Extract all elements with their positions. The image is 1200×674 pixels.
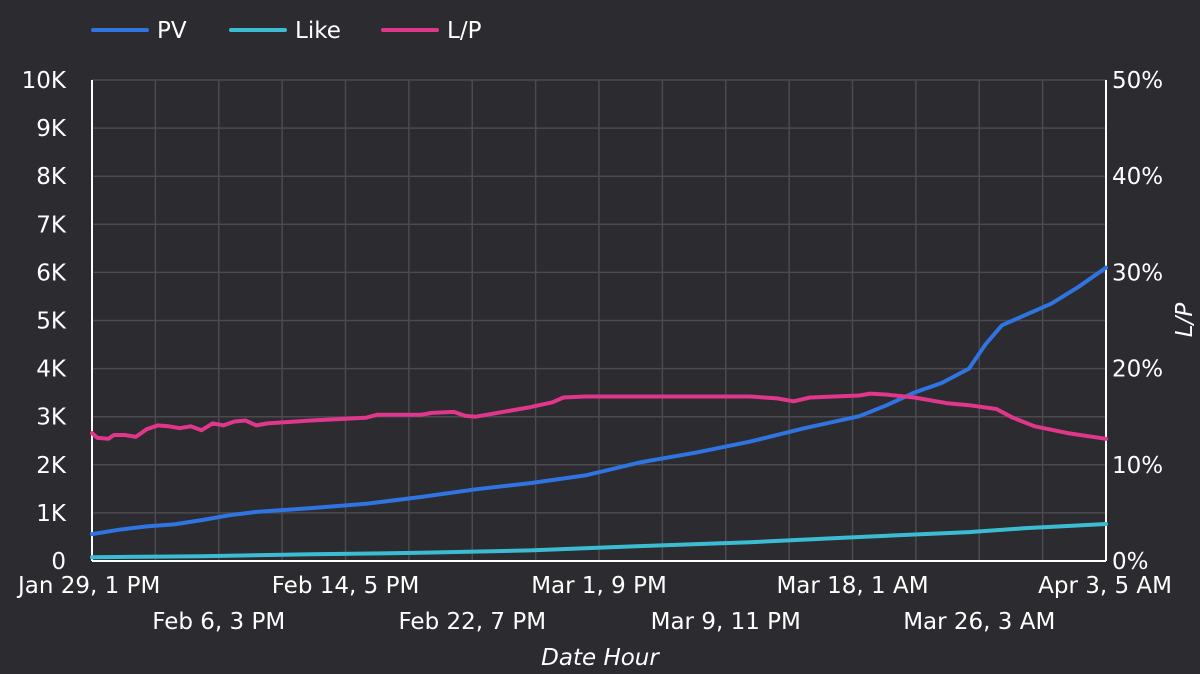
y-left-tick-label: 8K <box>36 164 67 190</box>
legend-label-like: Like <box>295 18 341 44</box>
y-left-tick-label: 0 <box>51 549 66 575</box>
y-left-tick-label: 4K <box>36 357 67 383</box>
x-tick-label: Jan 29, 1 PM <box>16 573 160 599</box>
legend: PV Like L/P <box>91 18 482 44</box>
x-tick-label: Mar 1, 9 PM <box>531 573 667 599</box>
grid-lines <box>92 79 1106 561</box>
series-line-pv <box>90 265 1108 537</box>
axes <box>91 80 1107 562</box>
y-right-tick-label: 0% <box>1112 549 1149 575</box>
x-tick-label: Mar 18, 1 AM <box>776 573 928 599</box>
y-left-tick-label: 5K <box>36 309 67 335</box>
y-right-tick-label: 40% <box>1112 164 1163 190</box>
y-right-tick-label: 30% <box>1112 260 1163 286</box>
legend-item-pv[interactable]: PV <box>91 18 187 44</box>
legend-label-pv: PV <box>157 18 187 44</box>
x-tick-label: Feb 6, 3 PM <box>152 609 285 635</box>
series-lines <box>90 265 1108 560</box>
y-right-tick-label: 10% <box>1112 453 1163 479</box>
legend-label-lp: L/P <box>447 18 482 44</box>
x-axis-title: Date Hour <box>541 645 660 671</box>
y-left-tick-label: 1K <box>36 501 67 527</box>
y-left-tick-label: 6K <box>36 260 67 286</box>
legend-item-like[interactable]: Like <box>229 18 341 44</box>
y-left-tick-label: 7K <box>36 212 67 238</box>
y-right-tick-label: 20% <box>1112 357 1163 383</box>
legend-item-lp[interactable]: L/P <box>381 18 482 44</box>
series-line-like <box>90 522 1108 560</box>
y-axis-right-title: L/P <box>1172 303 1198 338</box>
x-tick-label: Mar 9, 11 PM <box>651 609 801 635</box>
tick-labels: 0 1K 2K 3K 4K 5K 6K 7K 8K 9K 10K 0% 10% 20% 30% 40% 50% J… <box>16 68 1172 635</box>
x-tick-label: Feb 22, 7 PM <box>398 609 546 635</box>
y-left-tick-label: 10K <box>22 68 67 94</box>
series-line-l-p <box>90 391 1108 441</box>
y-left-tick-label: 2K <box>36 453 67 479</box>
y-right-tick-label: 50% <box>1112 68 1163 94</box>
y-left-tick-label: 9K <box>36 116 67 142</box>
x-tick-label: Mar 26, 3 AM <box>903 609 1055 635</box>
x-tick-label: Feb 14, 5 PM <box>272 573 420 599</box>
y-left-tick-label: 3K <box>36 405 67 431</box>
x-tick-label: Apr 3, 5 AM <box>1038 573 1172 599</box>
